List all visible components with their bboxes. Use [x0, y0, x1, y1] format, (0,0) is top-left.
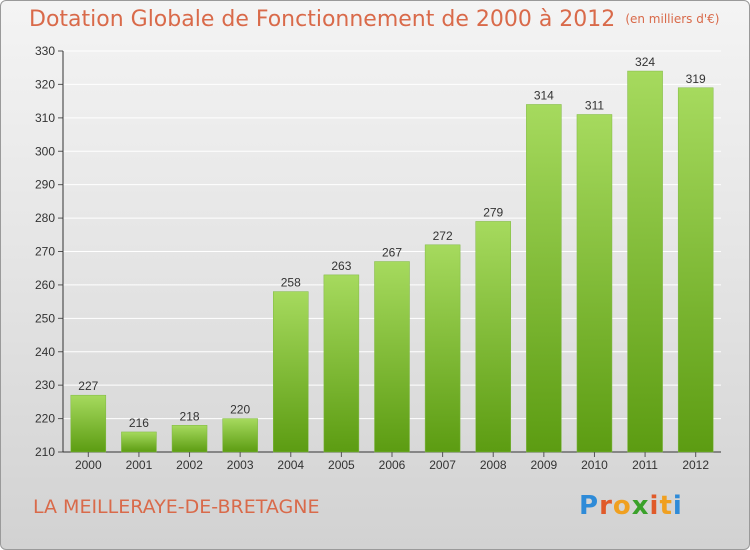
bar — [677, 87, 714, 453]
bar-value-label: 263 — [331, 259, 351, 273]
bar — [627, 70, 663, 453]
x-tick-label: 2006 — [379, 458, 406, 472]
bar-value-label: 218 — [180, 409, 200, 423]
bar-value-label: 319 — [686, 72, 706, 86]
y-tick-label: 330 — [35, 44, 55, 58]
y-tick-label: 210 — [35, 445, 55, 459]
bar-value-label: 216 — [129, 416, 149, 430]
bar-value-label: 314 — [534, 88, 554, 102]
bar-value-label: 227 — [78, 379, 98, 393]
bar — [171, 425, 208, 453]
x-tick-label: 2007 — [429, 458, 456, 472]
bar — [323, 274, 360, 453]
y-tick-label: 230 — [35, 378, 55, 392]
commune-name: LA MEILLERAYE-DE-BRETAGNE — [33, 496, 320, 518]
bar — [374, 261, 410, 453]
x-tick-label: 2011 — [632, 458, 658, 472]
y-tick-label: 270 — [35, 245, 55, 259]
title-text: Dotation Globale de Fonctionnement de 20… — [29, 7, 616, 32]
x-tick-label: 2009 — [530, 458, 557, 472]
bar — [424, 244, 461, 453]
bar-value-label: 324 — [635, 55, 655, 69]
y-tick-label: 310 — [35, 111, 55, 125]
bar — [121, 431, 157, 453]
logo-letter: x — [631, 491, 650, 521]
bar-value-label: 272 — [433, 229, 453, 243]
logo-letter: i — [672, 491, 683, 521]
x-tick-label: 2004 — [277, 458, 304, 472]
x-tick-label: 2012 — [682, 458, 709, 472]
logo-letter: t — [659, 491, 673, 521]
x-tick-label: 2005 — [328, 458, 355, 472]
y-tick-label: 220 — [35, 412, 55, 426]
y-tick-label: 300 — [35, 144, 55, 158]
x-tick-label: 2010 — [581, 458, 608, 472]
x-tick-label: 2003 — [227, 458, 254, 472]
bar-value-label: 311 — [585, 98, 604, 112]
y-tick-label: 320 — [35, 77, 55, 91]
y-tick-label: 290 — [35, 178, 55, 192]
proxiti-logo: Proxiti — [579, 491, 683, 521]
y-tick-label: 240 — [35, 345, 55, 359]
logo-letter: P — [579, 491, 600, 521]
bar — [222, 418, 258, 453]
unit-label: (en milliers d'€) — [625, 12, 720, 26]
x-tick-label: 2001 — [126, 458, 153, 472]
logo-letter: r — [599, 491, 613, 521]
y-tick-label: 280 — [35, 211, 55, 225]
bar — [526, 104, 562, 453]
bar — [70, 394, 107, 453]
bar — [576, 114, 613, 453]
bar-value-label: 279 — [483, 205, 503, 219]
bar-value-label: 258 — [281, 276, 301, 290]
chart-title: Dotation Globale de Fonctionnement de 20… — [29, 7, 719, 32]
logo-letter: i — [649, 491, 660, 521]
x-tick-label: 2008 — [480, 458, 507, 472]
y-tick-label: 250 — [35, 311, 55, 325]
x-tick-label: 2002 — [176, 458, 203, 472]
x-tick-label: 2000 — [75, 458, 102, 472]
bar — [475, 221, 511, 453]
bar-value-label: 220 — [230, 403, 250, 417]
bar — [273, 291, 309, 453]
y-tick-label: 260 — [35, 278, 55, 292]
logo-letter: o — [612, 491, 632, 521]
bar-value-label: 267 — [382, 246, 402, 260]
